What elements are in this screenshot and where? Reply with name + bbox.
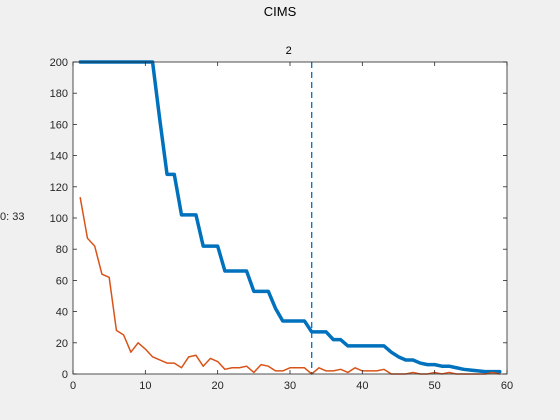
y-tick-label: 40 (56, 307, 68, 319)
y-tick-label: 140 (50, 151, 68, 163)
y-tick-label: 60 (56, 275, 68, 287)
marker-layer: 2 (286, 45, 313, 374)
x-tick-label: 0 (70, 380, 76, 392)
y-tick-label: 100 (50, 213, 68, 225)
marker-label: 2 (286, 45, 292, 57)
x-tick-label: 10 (139, 380, 151, 392)
y-tick-label: 120 (50, 182, 68, 194)
x-tick-label: 20 (212, 380, 224, 392)
side-label: 0: 33 (0, 211, 25, 223)
figure-title: CIMS (263, 4, 297, 19)
x-tick-label: 40 (356, 380, 368, 392)
x-tick-label: 30 (284, 380, 296, 392)
axis-layer: 0 10 20 30 40 50 60 0 20 40 60 80 100 120 140 160 180 200 (50, 57, 513, 392)
series-line-2 (79, 196, 501, 375)
y-tick-label: 200 (50, 57, 68, 69)
y-tick-label: 0 (62, 369, 68, 381)
x-tick-label: 50 (429, 380, 441, 392)
y-tick-label: 160 (50, 119, 68, 131)
y-tick-label: 180 (50, 88, 68, 100)
y-tick-label: 80 (56, 244, 68, 256)
y-tick-label: 20 (56, 338, 68, 350)
x-tick-label: 60 (501, 380, 513, 392)
plot-area (73, 62, 507, 374)
